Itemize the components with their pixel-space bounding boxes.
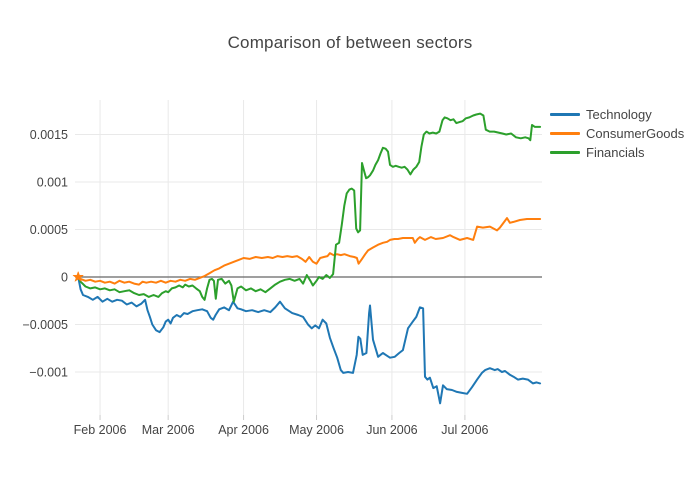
consumergoods-line-swatch xyxy=(550,132,580,135)
y-tick-label: −0.001 xyxy=(29,365,68,379)
series-start-marker xyxy=(72,270,85,283)
series-line-technology[interactable] xyxy=(77,276,542,405)
legend-item-technology[interactable]: Technology xyxy=(550,105,684,124)
legend-item-label: ConsumerGoods xyxy=(586,126,685,141)
y-tick-label: 0 xyxy=(61,270,68,284)
chart-title: Comparison of between sectors xyxy=(227,33,473,52)
x-tick-label: Jul 2006 xyxy=(441,423,488,437)
x-tick-label: Feb 2006 xyxy=(74,423,127,437)
series-line-consumergoods[interactable] xyxy=(77,217,542,286)
legend-item-consumergoods[interactable]: ConsumerGoods xyxy=(550,124,684,143)
x-tick-label: Mar 2006 xyxy=(142,423,195,437)
series-line-financials[interactable] xyxy=(77,112,542,303)
legend: Technology ConsumerGoods Financials xyxy=(550,105,684,162)
legend-item-financials[interactable]: Financials xyxy=(550,143,684,162)
y-tick-label: 0.0005 xyxy=(30,223,68,237)
legend-item-label: Technology xyxy=(586,107,652,122)
y-tick-label: 0.0015 xyxy=(30,128,68,142)
legend-item-label: Financials xyxy=(586,145,645,160)
x-tick-label: Apr 2006 xyxy=(218,423,269,437)
x-tick-label: Jun 2006 xyxy=(366,423,417,437)
y-tick-label: −0.0005 xyxy=(22,318,68,332)
x-tick-label: May 2006 xyxy=(289,423,344,437)
technology-line-swatch xyxy=(550,113,580,116)
financials-line-swatch xyxy=(550,151,580,154)
y-tick-label: 0.001 xyxy=(37,175,68,189)
